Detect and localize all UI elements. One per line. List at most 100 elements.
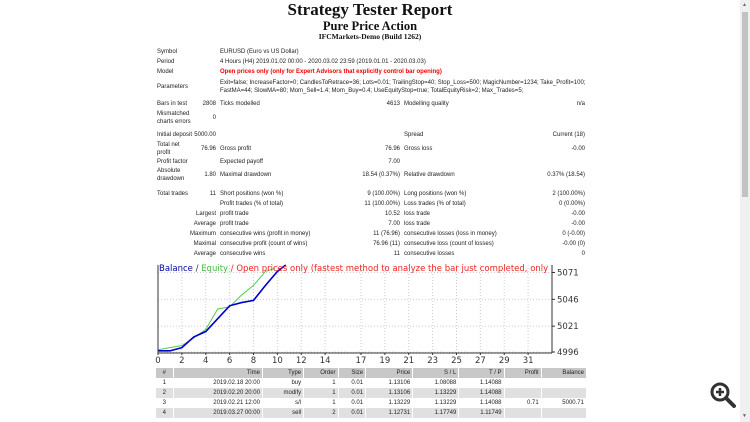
- table-row: 1 2019.02.18 20:00 buy 1 0.01 1.13106 1.08088 1…: [156, 378, 586, 388]
- row-drawdown: Absolute drawdown 1.80 Maximal drawdown 18.5…: [157, 168, 587, 184]
- label: Short positions (won %): [220, 191, 284, 197]
- column-header: S / L: [413, 368, 459, 378]
- label: Expected payoff: [220, 159, 263, 165]
- table-cell: 1.14088: [479, 379, 502, 386]
- table-cell: 1.11749: [459, 408, 504, 418]
- table-cell: 0.71: [527, 399, 539, 406]
- table-cell: [504, 408, 541, 418]
- scroll-up-icon[interactable]: ▲: [742, 2, 747, 8]
- table-cell: 0.01: [338, 408, 366, 418]
- zoom-in-icon[interactable]: [708, 380, 738, 410]
- label: Period: [157, 59, 175, 65]
- value: 4613: [386, 101, 400, 107]
- chart-legend: Balance / Equity / Open prices only (fas…: [159, 264, 551, 275]
- table-cell: 1.13229: [434, 399, 457, 406]
- vertical-scrollbar[interactable]: ▲ ▼: [740, 0, 750, 422]
- value: 7.00: [388, 221, 400, 227]
- x-tick-label: 10: [272, 356, 283, 366]
- row-model: Model Open prices only (only for Expert A…: [157, 69, 587, 79]
- row-symbol: Symbol EURUSD (Euro vs US Dollar): [157, 49, 587, 59]
- x-tick-label: 2: [179, 356, 184, 366]
- y-tick-label: 5046: [557, 295, 579, 305]
- x-tick-label: 23: [427, 356, 438, 366]
- table-cell: 0.01: [351, 379, 364, 386]
- value: 7.00: [388, 159, 400, 165]
- table-row: 3 2019.02.21 12:00 s/l 1 0.01 1.13229 1.13229 1…: [156, 398, 586, 408]
- label: Average: [193, 251, 216, 257]
- value: 0 (0.00%): [558, 201, 585, 207]
- column-header: Price: [366, 368, 413, 378]
- label: Maximal drawdown: [220, 172, 272, 178]
- table-cell: 1: [332, 379, 336, 386]
- x-tick-label: 8: [251, 356, 256, 366]
- label: Gross profit: [220, 146, 252, 152]
- label: charts errors: [157, 119, 191, 125]
- value: -0.00: [571, 146, 585, 152]
- row-deposit: Initial deposit 5000.00 Spread Current (18): [157, 132, 587, 142]
- x-tick-label: 4: [203, 356, 208, 366]
- x-tick-label: 25: [451, 356, 462, 366]
- x-tick-label: 27: [475, 356, 486, 366]
- value: -0.00: [571, 211, 585, 217]
- table-cell: 1.14088: [479, 399, 502, 406]
- column-header: #: [156, 368, 173, 378]
- y-tick-label: 5021: [557, 322, 579, 332]
- scroll-down-icon[interactable]: ▼: [742, 413, 747, 419]
- value: 0.37% (18.54): [547, 172, 585, 178]
- value: EURUSD (Euro vs US Dollar): [220, 49, 299, 55]
- row-average-consecutive: Average consecutive wins 11 consecutive los…: [157, 251, 587, 261]
- x-tick-label: 6: [227, 356, 232, 366]
- label: Total trades: [157, 191, 189, 197]
- table-row: 2 2019.02.20 20:00 modify 1 0.01 1.13106 1.132…: [156, 388, 586, 398]
- table-cell: 1.17749: [413, 408, 459, 418]
- label: Initial deposit: [157, 132, 193, 138]
- equity-line: [157, 267, 276, 351]
- table-cell: 0.01: [338, 388, 366, 398]
- column-header: Type: [262, 368, 304, 378]
- table-cell: 5000.71: [562, 399, 584, 406]
- table-cell: 2019.02.20 20:00: [173, 388, 262, 398]
- table-cell: 1.12731: [366, 408, 413, 418]
- table-cell: 2019.02.21 12:00: [213, 399, 260, 406]
- label: consecutive losses (loss in money): [404, 231, 497, 237]
- table-cell: 1: [332, 399, 336, 406]
- scrollbar-thumb[interactable]: [742, 12, 748, 197]
- table-cell: sell: [262, 408, 304, 418]
- label: consecutive loss (count of losses): [404, 241, 494, 247]
- column-header: Profit: [504, 368, 541, 378]
- legend-equity: Equity: [201, 264, 229, 274]
- value: 9 (100.00%): [367, 191, 400, 197]
- label: profit trade: [220, 211, 249, 217]
- row-average: Average profit trade 7.00 loss trade -0.00: [157, 221, 587, 231]
- table-cell: modify: [262, 388, 304, 398]
- value: 11: [209, 191, 216, 197]
- label: profit trade: [220, 221, 249, 227]
- label: Spread: [404, 132, 424, 138]
- row-params: Parameters Exit=false; IncreaseFactor=0; …: [157, 80, 587, 98]
- row-profit-factor: Profit factor Expected payoff 7.00: [157, 159, 587, 169]
- table-cell: 2: [156, 388, 173, 398]
- table-cell: [504, 388, 541, 398]
- value: 18.54 (0.37%): [362, 172, 400, 178]
- column-header: Size: [338, 368, 366, 378]
- table-cell: [541, 388, 586, 398]
- label: Total net: [157, 142, 180, 148]
- row-total-trades: Total trades 11 Short positions (won %) 9 (…: [157, 191, 587, 201]
- label: Relative drawdown: [404, 172, 455, 178]
- value: Exit=false; IncreaseFactor=0; CandlesToR…: [220, 80, 586, 86]
- row-maximal: Maximal consecutive profit (count of wins…: [157, 241, 587, 251]
- table-cell: 4: [156, 408, 173, 418]
- label: Absolute: [157, 168, 181, 174]
- x-tick-label: 19: [379, 356, 390, 366]
- label: Maximum: [189, 231, 216, 237]
- label: Symbol: [157, 49, 178, 55]
- label: Modelling quality: [404, 101, 449, 107]
- row-bars: Bars in test 2808 Ticks modelled 4613 Modell…: [157, 101, 587, 111]
- row-net: Total net profit 76.96 Gross profit 76.96 Gro…: [157, 142, 587, 158]
- value: 76.96 (11): [373, 241, 400, 247]
- legend-balance: Balance: [159, 264, 193, 274]
- label: Profit trades (% of total): [220, 201, 284, 207]
- balance-line: [158, 264, 287, 352]
- x-tick-label: 12: [296, 356, 307, 366]
- label: Average: [193, 221, 216, 227]
